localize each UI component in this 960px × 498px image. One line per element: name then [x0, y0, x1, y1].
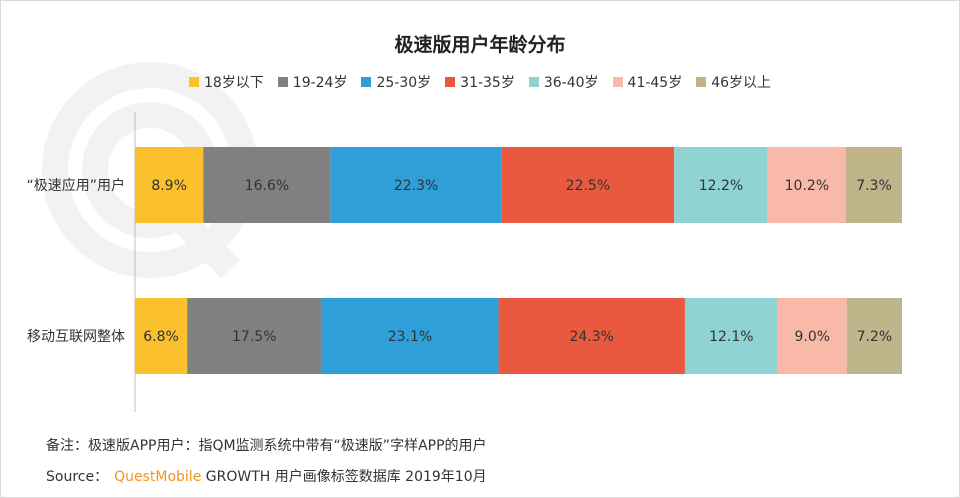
bar-segment [846, 147, 902, 223]
bar-segment [674, 147, 768, 223]
legend-label: 19-24岁 [292, 75, 348, 91]
bar-segment [203, 147, 331, 223]
brand-name: QuestMobile [114, 469, 202, 485]
footnote: 备注：极速版APP用户：指QM监测系统中带有“极速版”字样APP的用户 [46, 438, 487, 454]
category-label: 移动互联网整体 [27, 329, 125, 345]
legend-label: 41-45岁 [627, 75, 683, 91]
legend-swatch [277, 77, 288, 87]
legend-swatch [528, 77, 539, 87]
bar-segment [498, 298, 685, 374]
source-text: GROWTH 用户画像标签数据库 2019年10月 [205, 469, 487, 485]
data-label: 17.5% [232, 329, 276, 345]
bar-segment [684, 298, 778, 374]
bar-segment [501, 147, 675, 223]
legend-label: 36-40岁 [543, 75, 599, 91]
category-label: “极速应用”用户 [26, 177, 125, 194]
data-label: 12.1% [709, 329, 753, 345]
data-label: 8.9% [151, 178, 187, 194]
data-label: 6.8% [143, 329, 179, 345]
data-label: 22.3% [394, 178, 438, 194]
data-label: 24.3% [570, 329, 614, 345]
bar-segment [321, 298, 499, 374]
legend-swatch [361, 77, 372, 87]
legend-swatch [612, 77, 623, 87]
bar-segment [767, 147, 847, 223]
data-label: 10.2% [785, 178, 829, 194]
legend-item: 41-45岁 [612, 72, 683, 92]
source-line: Source： QuestMobile GROWTH 用户画像标签数据库 201… [46, 466, 487, 486]
bar-segment [330, 147, 502, 223]
legend-item: 18岁以下 [188, 72, 264, 92]
legend-swatch [696, 77, 707, 87]
legend-label: 46岁以上 [711, 75, 772, 91]
legend-swatch [445, 77, 456, 87]
source-label: Source： [46, 469, 109, 485]
legend-item: 46岁以上 [696, 72, 771, 92]
bar-segment [135, 298, 188, 374]
bar-segment [187, 298, 322, 374]
legend-label: 25-30岁 [376, 75, 432, 91]
data-label: 9.0% [794, 329, 830, 345]
data-label: 23.1% [388, 329, 432, 345]
legend-label: 31-35岁 [460, 75, 515, 91]
legend-item: 19-24岁 [277, 72, 348, 92]
legend-item: 36-40岁 [528, 72, 599, 92]
bar-segment [135, 147, 204, 223]
legend-item: 31-35岁 [445, 72, 515, 92]
legend-swatch [188, 77, 199, 87]
legend-label: 18岁以下 [203, 75, 264, 91]
data-label: 7.3% [856, 178, 892, 194]
data-label: 22.5% [566, 178, 610, 194]
data-label: 7.2% [857, 329, 893, 345]
legend-item: 25-30岁 [361, 72, 431, 92]
data-label: 16.6% [245, 178, 289, 194]
bar-segment [846, 298, 902, 374]
bar-segment [777, 298, 847, 374]
legend: 18岁以下 19-24岁 25-30岁 31-35岁 36-40岁 41-45岁 46岁以上 [0, 72, 960, 92]
chart-title: 极速版用户年龄分布 [394, 34, 566, 56]
data-label: 12.2% [699, 178, 743, 194]
